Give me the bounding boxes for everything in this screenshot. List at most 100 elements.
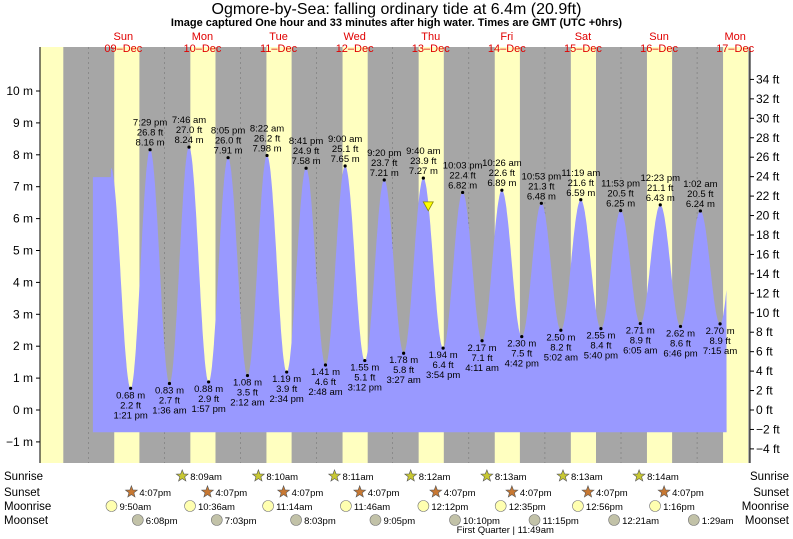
moonset-time: 6:08pm [146,516,178,527]
tide-time: 11:19 am [561,168,600,179]
day-date: 14–Dec [488,43,526,55]
tide-feet: 5.1 ft [354,373,375,384]
tide-time: 2:34 pm [270,394,304,405]
feet-tick-label: 2 ft [756,384,773,398]
feet-tick-label: 22 ft [756,189,780,203]
low-tide-label: 1.41 m4.6 ft2:48 am [308,367,342,398]
metre-tick-label: 6 m [13,212,33,226]
moonrise-time: 1:16pm [663,502,695,513]
moonrise-icon [494,500,507,512]
tide-time: 8:41 pm [289,136,323,147]
feet-tick-label: 34 ft [756,72,780,86]
moonrise-time: 12:35pm [509,502,546,513]
tide-feet: 21.6 ft [568,178,595,189]
moonset-time: 7:03pm [225,516,257,527]
tide-metres: 2.71 m [626,326,655,337]
tide-metres: 1.41 m [311,367,340,378]
tide-time: 3:27 am [386,375,420,386]
tide-metres: 8.16 m [136,138,165,149]
tide-metres: 6.24 m [686,199,715,210]
tide-feet: 4.6 ft [315,377,336,388]
tide-metres: 2.30 m [507,339,536,350]
tide-metres: 6.59 m [566,188,595,199]
tide-metres: 6.82 m [448,180,477,191]
day-date: 17–Dec [716,43,754,55]
sunset-row-label: Sunset [4,487,41,499]
sunrise-icon [175,468,189,482]
tide-time: 3:12 pm [348,383,382,394]
tide-feet: 8.6 ft [670,338,691,349]
tide-feet: 20.5 ft [687,189,714,200]
tide-feet: 23.7 ft [371,158,398,169]
tide-time: 10:26 am [482,158,522,169]
tide-time: 1:02 am [683,179,717,190]
moonset-time: 11:15pm [543,516,579,527]
sunrise-icon [632,468,646,482]
sunset-icon [429,484,443,498]
moonset-time: 9:05pm [383,516,415,527]
tide-feet: 2.7 ft [159,396,180,407]
tide-metres: 0.68 m [116,390,145,401]
tide-time: 1:21 pm [113,410,147,421]
tide-feet: 22.4 ft [449,170,476,181]
low-tide-label: 0.68 m2.2 ft1:21 pm [113,390,147,421]
tide-feet: 3.9 ft [276,384,297,395]
low-tide-label: 0.83 m2.7 ft1:36 am [152,386,186,417]
tide-metres: 2.55 m [586,331,615,342]
sunrise-time: 8:09am [190,472,222,483]
feet-tick-label: 20 ft [756,209,780,223]
tide-time: 9:20 pm [367,148,401,159]
metre-tick-label: 1 m [13,371,33,385]
feet-tick-label: 26 ft [756,150,780,164]
night-band [748,47,750,463]
feet-tick-label: 18 ft [756,228,780,242]
day-name: Sat [575,31,592,43]
moonset-icon [369,514,382,526]
moonrise-row-label-right: Moonrise [742,501,789,513]
moonset-row-label-right: Moonset [745,515,790,527]
sunrise-time: 8:13am [571,472,603,483]
moonrise-time: 9:50am [119,502,151,513]
day-name: Mon [192,31,213,43]
tide-feet: 23.9 ft [410,156,437,167]
tide-point [245,373,250,378]
tide-metres: 1.78 m [389,355,418,366]
tide-metres: 2.70 m [706,326,735,337]
feet-tick-label: 16 ft [756,247,780,261]
tide-feet: 5.8 ft [393,365,414,376]
day-date: 13–Dec [412,43,450,55]
moonset-icon [608,514,620,526]
tide-point [226,156,230,160]
tide-time: 11:53 pm [601,179,640,190]
tide-metres: 6.25 m [606,199,635,210]
sunrise-row-label: Sunrise [4,471,43,483]
tide-point [579,198,583,202]
moonrise-row-label: Moonrise [4,501,51,513]
chart-title: Ogmore-by-Sea: falling ordinary tide at … [211,1,582,18]
tide-feet: 8.9 ft [710,336,731,347]
metre-tick-label: 4 m [13,275,33,289]
tide-metres: 2.50 m [546,332,575,343]
moonrise-icon [340,500,352,512]
sunrise-time: 8:13am [495,472,527,483]
moonrise-time: 10:36am [198,502,235,513]
tide-area [92,147,727,433]
sunrise-icon [403,468,418,482]
day-name: Fri [500,31,513,43]
feet-tick-label: 32 ft [756,92,780,106]
tide-time: 5:02 am [544,352,578,363]
sunset-time: 4:07pm [596,488,628,499]
low-tide-label: 1.78 m5.8 ft3:27 am [386,355,420,386]
tide-time: 6:46 pm [663,348,697,359]
day-date: 15–Dec [564,43,602,55]
tide-point [148,148,152,152]
tide-feet: 24.9 ft [293,146,320,157]
current-level-marker [422,201,434,212]
